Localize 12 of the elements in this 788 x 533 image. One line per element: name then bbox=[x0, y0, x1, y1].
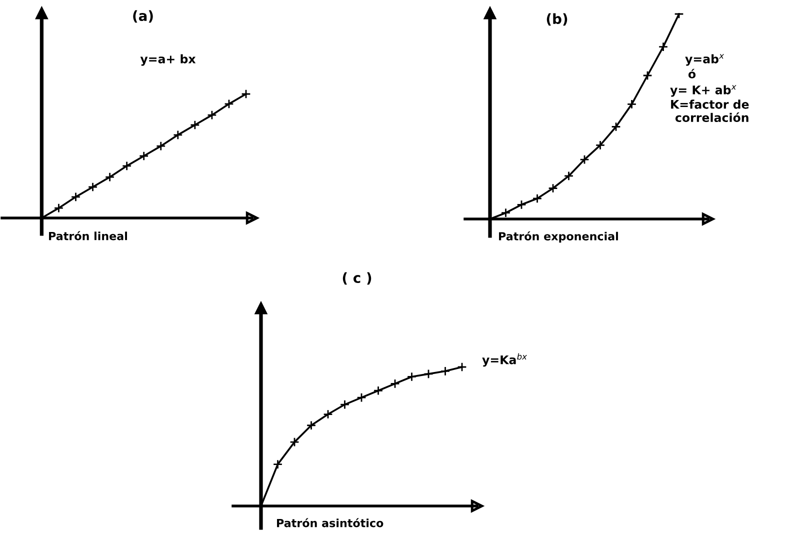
x-axis-title: Patrón asintótico bbox=[277, 518, 384, 528]
text: y=Ka$^{bx}$ bbox=[482, 353, 528, 367]
text: ó bbox=[688, 68, 696, 78]
chart-title: (b) bbox=[546, 13, 568, 26]
text: y=a+ bx bbox=[140, 54, 196, 66]
annotation: y=ab$^{x}$ bbox=[685, 54, 724, 66]
annotation: y= K+ ab$^{x}$ bbox=[670, 85, 736, 97]
x-axis-title: Patrón lineal bbox=[49, 231, 127, 240]
chart-title: ( c ) bbox=[342, 272, 372, 285]
x-axis-title: Patrón exponencial bbox=[499, 231, 618, 243]
annotation: K=factor de correlación bbox=[671, 100, 749, 122]
chart-title: (a) bbox=[133, 10, 153, 23]
